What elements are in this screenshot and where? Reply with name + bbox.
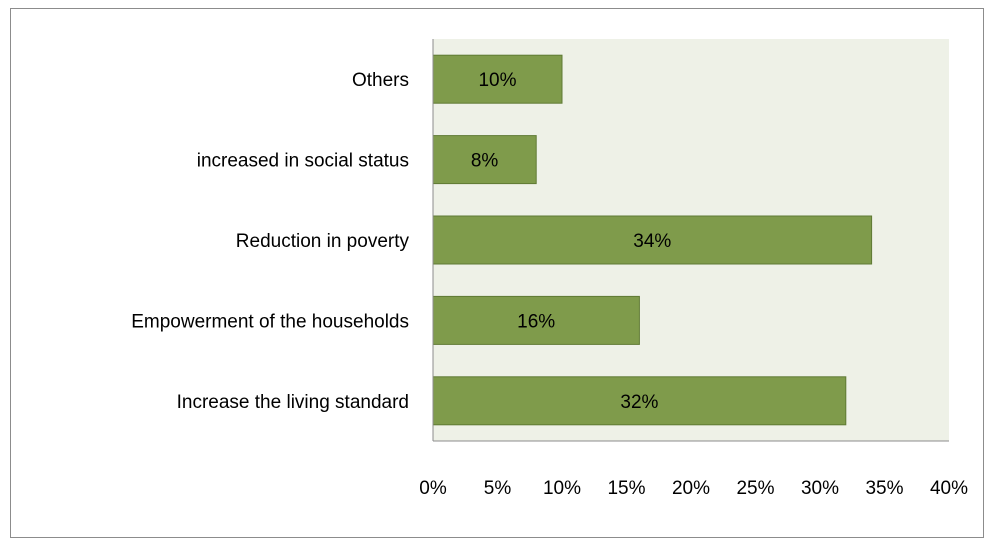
x-tick-label: 20%: [672, 478, 710, 499]
category-label: Others: [352, 70, 409, 91]
x-tick-label: 10%: [543, 478, 581, 499]
bar: [432, 215, 873, 265]
bar: [432, 54, 563, 104]
bar: [432, 135, 537, 185]
x-tick-label: 30%: [801, 478, 839, 499]
bar-chart: 10% 8% 34% 16% 32% Others increased in social…: [131, 39, 968, 499]
x-tick-label: 40%: [930, 478, 968, 499]
data-label: 8%: [471, 151, 499, 172]
x-tick-label: 25%: [736, 478, 774, 499]
category-label: Reduction in poverty: [236, 231, 410, 252]
category-label: increased in social status: [197, 151, 409, 172]
x-tick-label: 15%: [607, 478, 645, 499]
x-tick-label: 5%: [484, 478, 512, 499]
x-tick-label: 35%: [865, 478, 903, 499]
bar: [432, 295, 640, 345]
category-label: Increase the living standard: [177, 392, 409, 413]
data-label: 16%: [517, 311, 555, 332]
data-label: 10%: [478, 70, 516, 91]
x-tick-label: 0%: [419, 478, 447, 499]
category-label: Empowerment of the households: [131, 311, 409, 332]
bar: [432, 376, 847, 426]
data-label: 34%: [633, 231, 671, 252]
data-label: 32%: [620, 392, 658, 413]
